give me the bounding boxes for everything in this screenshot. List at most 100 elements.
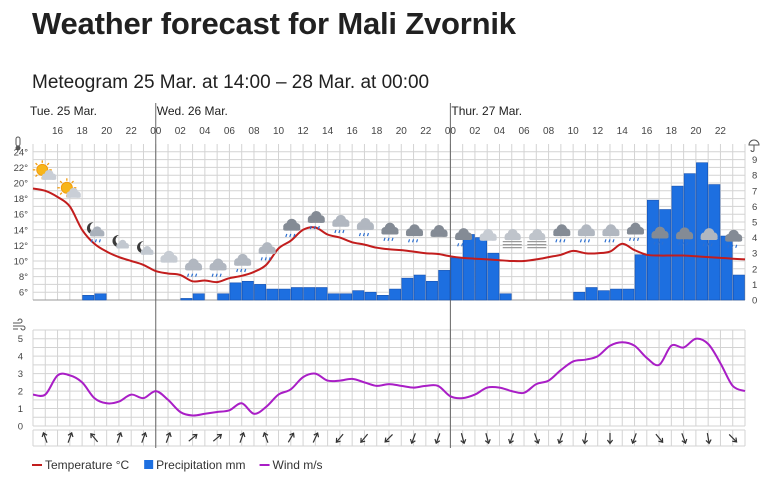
precipitation-bar: [438, 270, 451, 301]
hour-tick-label: 18: [77, 126, 89, 137]
dark-cloud-rain-icon: [676, 227, 694, 246]
precipitation-bar: [634, 254, 647, 301]
precipitation-tick-label: 1: [752, 280, 757, 291]
dark-cloud-rain-icon: [455, 228, 473, 247]
dark-cloud-rain-icon: [626, 222, 645, 241]
wind-direction-arrow: [188, 433, 198, 442]
precipitation-bar: [622, 288, 635, 301]
wind-direction-arrows: [41, 431, 738, 445]
moon-cloud-icon: [112, 235, 129, 249]
precipitation-bar: [413, 274, 426, 301]
hour-tick-label: 22: [420, 126, 432, 137]
dark-cloud-rain-icon: [725, 229, 743, 249]
precipitation-bar: [94, 293, 107, 301]
legend-item-wind: Wind m/s: [259, 458, 323, 472]
precipitation-bar: [671, 185, 684, 301]
wind-direction-arrow: [90, 433, 99, 443]
precipitation-tick-label: 2: [752, 264, 757, 275]
hour-tick-label: 06: [224, 126, 236, 137]
wind-tick-label: 2: [18, 387, 23, 398]
wind-direction-arrow: [534, 433, 541, 445]
precipitation-tick-label: 8: [752, 171, 757, 182]
hour-tick-label: 10: [273, 126, 285, 137]
wind-direction-arrow: [141, 431, 148, 443]
hour-tick-label: 22: [715, 126, 727, 137]
wind-tick-label: 4: [18, 352, 23, 363]
wind-direction-arrow: [116, 431, 123, 443]
precipitation-bar: [597, 290, 610, 301]
hour-tick-label: 00: [150, 126, 162, 137]
wind-series: [32, 337, 746, 417]
precipitation-bar: [290, 287, 303, 301]
precipitation-bar: [180, 298, 193, 301]
wind-direction-arrow: [434, 433, 441, 445]
temperature-line: [32, 187, 746, 284]
cloud-rain-icon: [234, 253, 252, 273]
precipitation-bar: [475, 237, 488, 301]
precipitation-bar: [327, 293, 340, 301]
precipitation-tick-label: 6: [752, 202, 757, 213]
hour-tick-label: 08: [248, 126, 260, 137]
legend-label: Temperature °C: [45, 458, 129, 472]
temperature-series: [32, 187, 746, 284]
hour-tick-label: 18: [371, 126, 383, 137]
legend-item-temperature: Temperature °C: [32, 458, 129, 472]
precipitation-bar: [720, 235, 733, 301]
temperature-tick-label: 24°: [14, 147, 29, 158]
hour-tick-labels: 16 18 20 22 00 02 04 06 08 10 12 14 16 18 20 22 00 02 04 06…: [52, 126, 726, 137]
precipitation-bar: [217, 293, 230, 301]
weather-symbols: [32, 160, 743, 277]
cloud-rain-icon: [602, 224, 620, 243]
hour-tick-label: 02: [175, 126, 187, 137]
precipitation-bar: [82, 295, 95, 301]
temperature-tick-label: 16°: [14, 210, 29, 221]
precipitation-bar: [708, 184, 721, 301]
precipitation-tick-label: 9: [752, 155, 757, 166]
precipitation-bar: [389, 288, 402, 301]
wind-direction-arrow: [728, 434, 738, 443]
precipitation-bar: [241, 280, 254, 301]
hour-tick-label: 16: [52, 126, 64, 137]
dark-cloud-rain-icon: [381, 222, 399, 241]
umbrella-icon: [748, 139, 760, 152]
hour-tick-label: 02: [469, 126, 481, 137]
precipitation-bar: [278, 288, 291, 301]
hour-tick-label: 10: [568, 126, 580, 137]
precipitation-bar: [315, 287, 328, 301]
cloud-rain-icon: [209, 258, 227, 277]
precipitation-tick-label: 7: [752, 186, 757, 197]
precipitation-bar: [487, 252, 500, 301]
hour-tick-label: 04: [199, 126, 211, 137]
precipitation-tick-label: 0: [752, 296, 757, 307]
precipitation-bar: [499, 293, 512, 301]
dark-cloud-rain-icon: [283, 218, 301, 238]
wind-line: [32, 337, 746, 417]
wind-direction-arrow: [705, 432, 712, 445]
hour-tick-label: 14: [617, 126, 629, 137]
precipitation-bar: [303, 287, 316, 301]
hour-tick-label: 04: [494, 126, 506, 137]
wind-direction-arrow: [508, 433, 515, 445]
day-labels: Tue. 25 Mar. Wed. 26 Mar. Thur. 27 Mar.: [30, 103, 522, 448]
wind-icon: [13, 318, 26, 331]
wind-direction-arrow: [212, 433, 223, 442]
hour-tick-label: 22: [126, 126, 138, 137]
precipitation-bar: [646, 199, 659, 301]
wind-direction-arrow: [384, 434, 393, 443]
wind-direction-arrow: [67, 431, 74, 443]
hour-tick-label: 00: [445, 126, 457, 137]
hour-tick-label: 20: [690, 126, 702, 137]
cloud-icon: [160, 250, 178, 263]
precipitation-bar: [352, 290, 365, 301]
wind-direction-arrow: [630, 433, 637, 445]
dark-cloud-rain-icon: [405, 224, 424, 243]
wind-direction-arrow: [557, 433, 564, 445]
cloud-rain-icon: [700, 228, 718, 247]
hour-tick-label: 16: [347, 126, 359, 137]
fog-cloud-icon: [502, 228, 522, 249]
legend-label: Precipitation mm: [156, 458, 245, 472]
temperature-tick-label: 22°: [14, 163, 29, 174]
precipitation-bar: [462, 234, 475, 301]
wind-direction-arrow: [287, 432, 295, 443]
